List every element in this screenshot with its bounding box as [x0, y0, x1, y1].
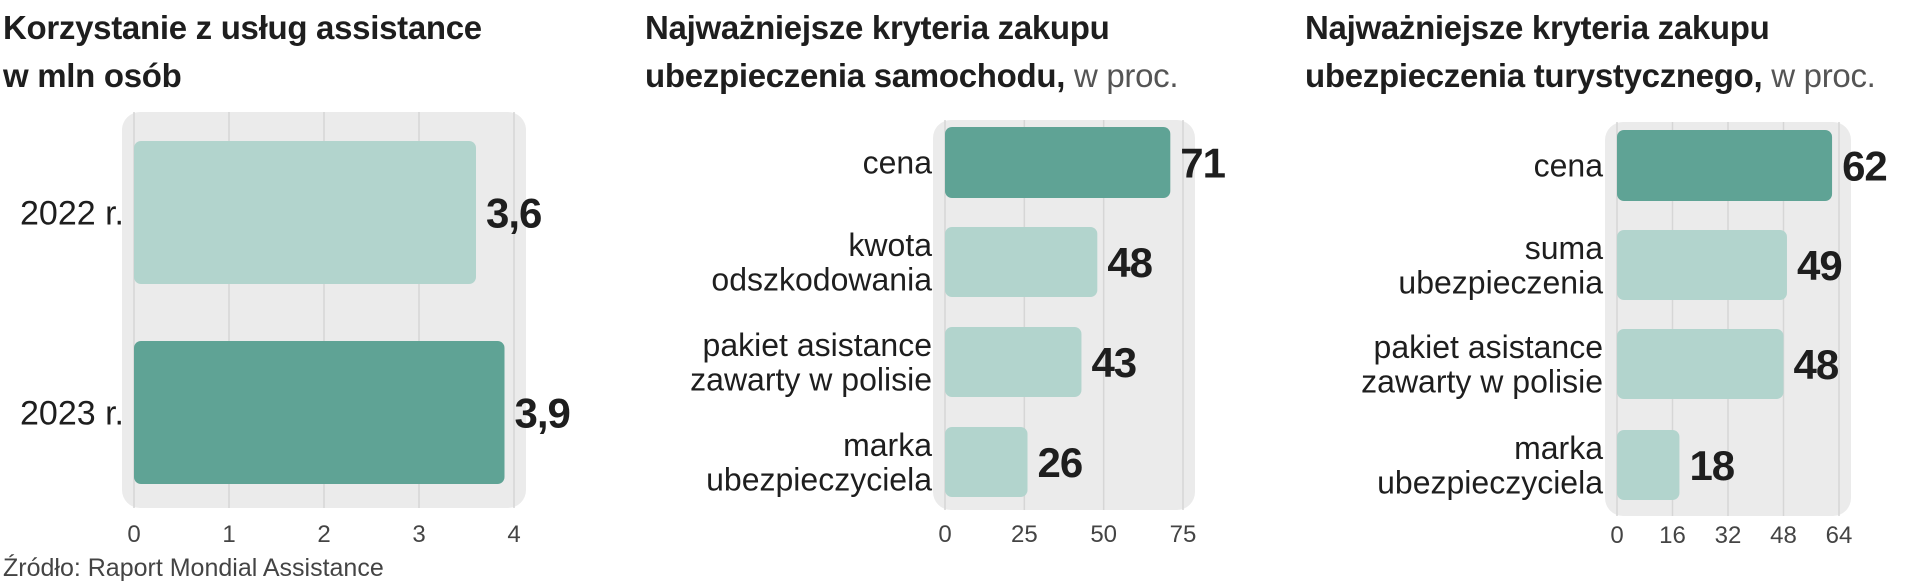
chart2-title-line1: Najważniejsze kryteria zakupu [645, 9, 1110, 46]
chart-2: 0 25 50 75 cena 71 kwota odszkodowania 48 pakiet … [690, 120, 1227, 548]
chart3-title-main: ubezpieczenia turystycznego, [1305, 57, 1763, 94]
category-label: cena [1534, 148, 1604, 184]
tick-label: 0 [127, 521, 140, 548]
bar [945, 127, 1171, 198]
bar [1617, 130, 1833, 201]
chart-3: 0 16 32 48 64 cena 62 suma ubezpieczenia 49 pakiet… [1361, 122, 1888, 549]
value-label: 18 [1689, 442, 1734, 489]
chart-panel [933, 120, 1195, 510]
value-label: 3,6 [486, 190, 541, 237]
chart2-title-main: ubezpieczenia samochodu, [645, 57, 1066, 94]
chart1-title-line2: w mln osób [3, 57, 182, 94]
category-label: suma ubezpieczenia [1398, 230, 1603, 301]
category-label: cena [863, 145, 933, 181]
chart2-title-unit: w proc. [1073, 57, 1179, 94]
chart3-title-unit: w proc. [1771, 57, 1876, 94]
chart3-title-line1: Najważniejsze kryteria zakupu [1305, 9, 1770, 46]
value-label: 3,9 [515, 390, 570, 437]
tick-label: 1 [222, 521, 235, 548]
chart3-title-line2: ubezpieczenia turystycznego, w proc. [1305, 52, 1876, 100]
bar [134, 141, 476, 284]
tick-label: 50 [1090, 521, 1117, 548]
tick-label: 48 [1770, 522, 1797, 549]
value-label: 48 [1794, 341, 1839, 388]
chart1-title: Korzystanie z usług assistance w mln osó… [3, 4, 482, 100]
value-label: 48 [1107, 239, 1152, 286]
tick-label: 64 [1826, 522, 1853, 549]
source-note: Źródło: Raport Mondial Assistance [3, 554, 384, 582]
value-label: 62 [1842, 143, 1887, 190]
chart2-title: Najważniejsze kryteria zakupu ubezpiecze… [645, 4, 1179, 100]
chart-1: 0 1 2 3 4 2022 r. 3,6 2023 r. 3,9 [20, 112, 571, 548]
value-label: 26 [1038, 439, 1083, 486]
tick-label: 0 [938, 521, 951, 548]
category-label: kwota odszkodowania [711, 227, 932, 298]
chart3-title: Najważniejsze kryteria zakupu ubezpiecze… [1305, 4, 1876, 100]
tick-label: 16 [1659, 522, 1686, 549]
bar [1617, 329, 1784, 399]
value-label: 49 [1797, 242, 1842, 289]
chart1-title-line1: Korzystanie z usług assistance [3, 9, 482, 46]
category-label: 2022 r. [20, 194, 124, 232]
category-label: pakiet asistance zawarty w polisie [1361, 329, 1603, 400]
tick-label: 32 [1715, 522, 1742, 549]
bar [945, 227, 1098, 297]
bar [1617, 430, 1680, 500]
value-label: 43 [1091, 339, 1136, 386]
bar [1617, 230, 1787, 300]
chart2-title-line2: ubezpieczenia samochodu, w proc. [645, 52, 1179, 100]
bar [945, 327, 1082, 397]
tick-label: 3 [412, 521, 425, 548]
category-label: pakiet asistance zawarty w polisie [690, 327, 932, 398]
tick-label: 0 [1610, 522, 1623, 549]
bar [945, 427, 1028, 497]
value-label: 71 [1180, 140, 1225, 187]
tick-label: 4 [507, 521, 520, 548]
category-label: marka ubezpieczyciela [1377, 430, 1603, 501]
category-label: marka ubezpieczyciela [706, 427, 932, 498]
category-label: 2023 r. [20, 394, 124, 432]
tick-label: 75 [1170, 521, 1197, 548]
bar [134, 341, 505, 484]
tick-label: 25 [1011, 521, 1038, 548]
tick-label: 2 [317, 521, 330, 548]
